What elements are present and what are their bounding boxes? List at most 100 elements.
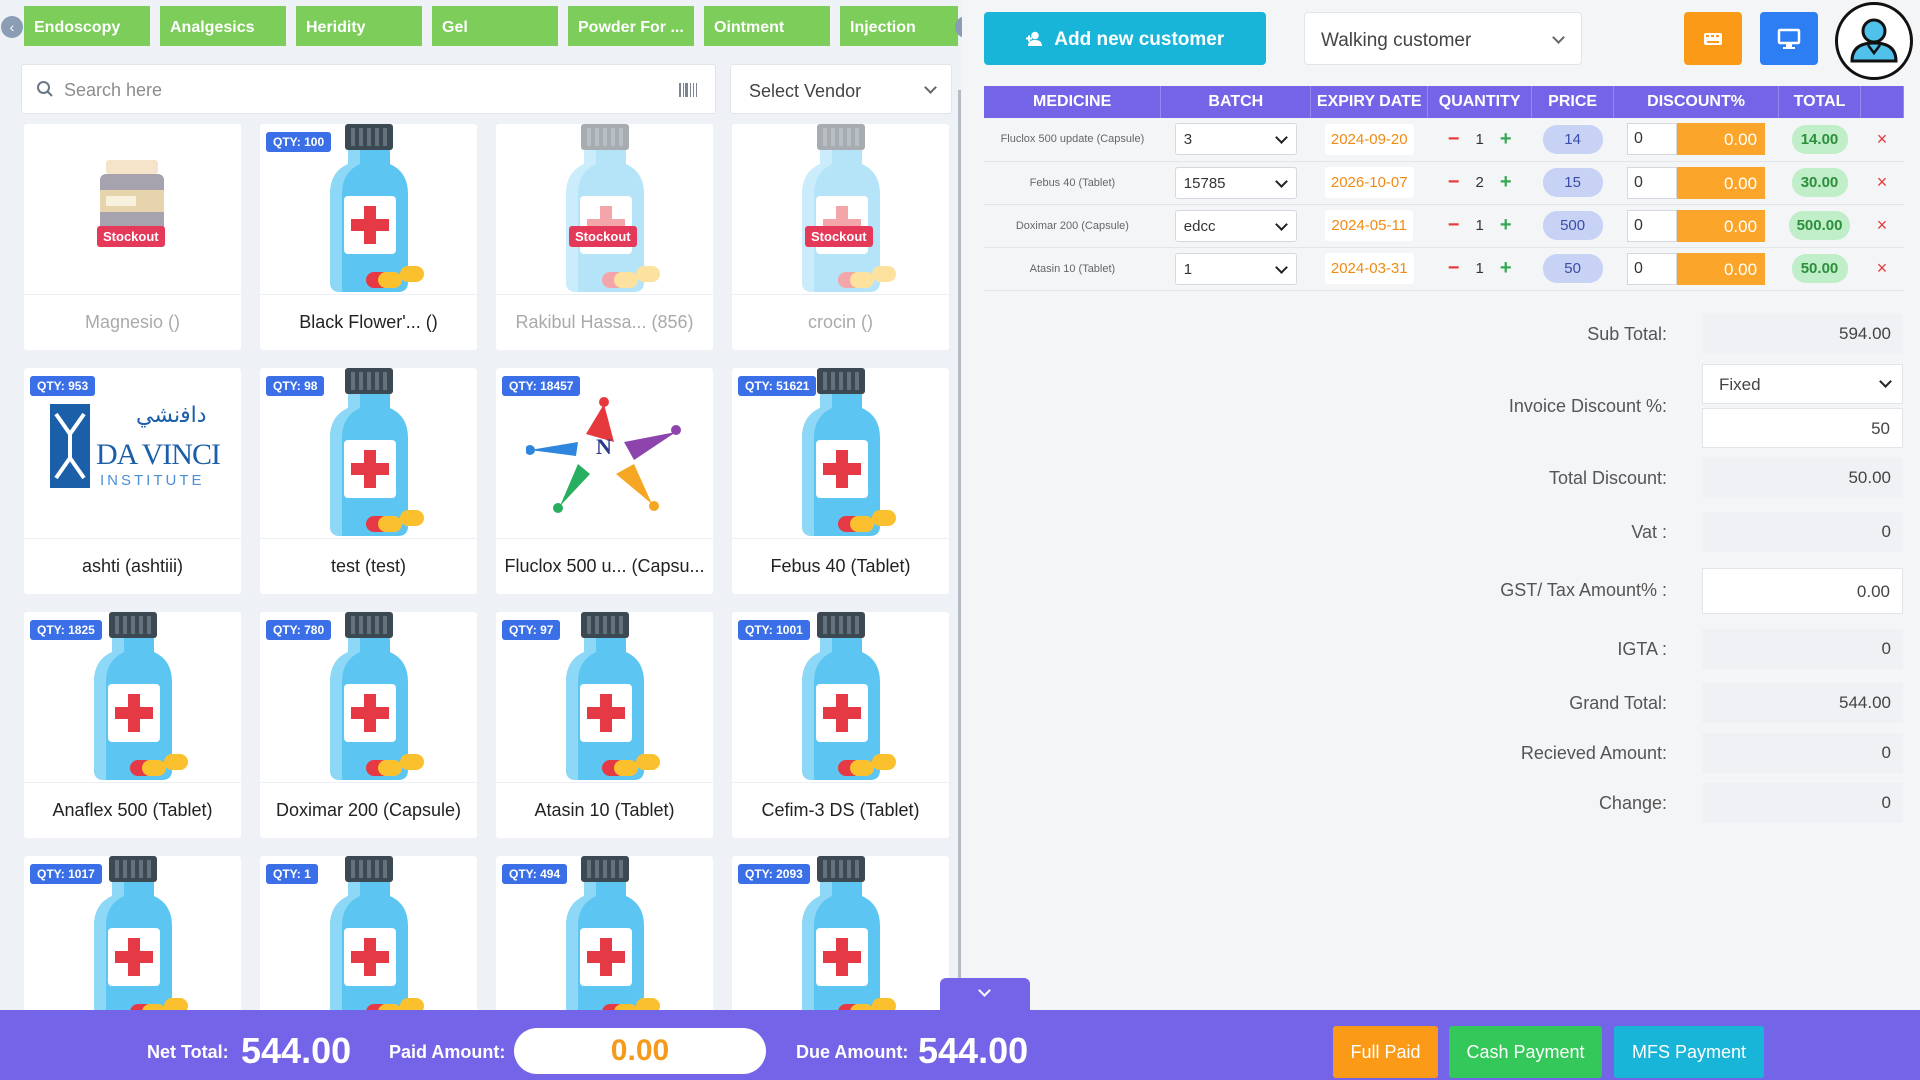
category-tab-gel[interactable]: Gel [432, 6, 558, 46]
qty-increase-button[interactable]: + [1499, 171, 1512, 193]
search-input[interactable] [64, 73, 644, 107]
product-card[interactable]: QTY: 51621 Febus 40 (Tablet) [732, 368, 949, 594]
product-card[interactable]: Stockout Rakibul Hassa... (856) [496, 124, 713, 350]
davinci-sub-text: INSTITUTE [100, 472, 205, 489]
product-card[interactable]: QTY: 780 Doximar 200 (Capsule) [260, 612, 477, 838]
category-prev-arrow[interactable]: ‹ [1, 16, 23, 38]
cart-price-cell: 15 [1531, 161, 1614, 205]
product-card[interactable]: QTY: 98 test (test) [260, 368, 477, 594]
qty-decrease-button[interactable]: − [1447, 171, 1460, 193]
gst-label: GST/ Tax Amount% : [1500, 580, 1667, 600]
cart-remove-cell: × [1860, 247, 1904, 291]
gst-input[interactable]: 0.00 [1702, 568, 1903, 614]
category-tab-injection[interactable]: Injection [840, 6, 958, 46]
qty-decrease-button[interactable]: − [1447, 257, 1460, 279]
davinci-logo: داﻓنشي DA VINCI INSTITUTE [50, 402, 221, 502]
vendor-select[interactable]: Select Vendor [730, 64, 952, 114]
product-card[interactable]: QTY: 1001 Cefim-3 DS (Tablet) [732, 612, 949, 838]
mfs-payment-button[interactable]: MFS Payment [1614, 1026, 1764, 1078]
customer-select[interactable]: Walking customer [1304, 12, 1582, 65]
qty-value[interactable]: 2 [1475, 174, 1484, 191]
cart-discount-cell: 0 0.00 [1613, 247, 1779, 291]
discount-input[interactable]: 0 [1627, 209, 1678, 242]
add-new-customer-button[interactable]: Add new customer [984, 12, 1266, 65]
cart-expiry-cell: 2024-05-11 [1310, 204, 1428, 248]
cart-discount-cell: 0 0.00 [1613, 118, 1779, 162]
category-tab-heridity[interactable]: Heridity [296, 6, 422, 46]
chevron-down-icon [1879, 375, 1892, 388]
cash-payment-button[interactable]: Cash Payment [1449, 1026, 1602, 1078]
cart-remove-cell: × [1860, 118, 1904, 162]
price-value: 14 [1542, 124, 1603, 154]
product-card[interactable]: QTY: 1825 Anaflex 500 (Tablet) [24, 612, 241, 838]
product-card[interactable]: Stockout Magnesio () [24, 124, 241, 350]
batch-select[interactable]: 1 [1174, 252, 1297, 285]
due-amount-label: Due Amount: [796, 1042, 909, 1062]
remove-item-icon[interactable]: × [1876, 128, 1888, 149]
product-card[interactable]: QTY: 100 Black Flower'... () [260, 124, 477, 350]
qty-increase-button[interactable]: + [1499, 214, 1512, 236]
discount-amount: 0.00 [1677, 252, 1766, 285]
qty-value[interactable]: 1 [1475, 217, 1484, 234]
product-card[interactable]: QTY: 97 Atasin 10 (Tablet) [496, 612, 713, 838]
qty-increase-button[interactable]: + [1499, 257, 1512, 279]
monitor-button[interactable] [1760, 12, 1818, 65]
product-card[interactable]: Stockout crocin () [732, 124, 949, 350]
category-tab-analgesics[interactable]: Analgesics [160, 6, 286, 46]
medicine-bottle-icon [566, 612, 660, 780]
cart-expiry-cell: 2024-03-31 [1310, 247, 1428, 291]
col-discount: DISCOUNT% [1613, 86, 1780, 118]
category-tab-powder[interactable]: Powder For ... [568, 6, 694, 46]
qty-badge: QTY: 18457 [502, 376, 581, 396]
keyboard-button[interactable] [1684, 12, 1742, 65]
col-quantity: QUANTITY [1427, 86, 1533, 118]
product-name: Febus 40 (Tablet) [732, 538, 949, 594]
category-tab-ointment[interactable]: Ointment [704, 6, 830, 46]
chevron-down-icon [1274, 174, 1288, 188]
batch-select[interactable]: 3 [1174, 123, 1297, 156]
batch-select-value: 15785 [1183, 174, 1226, 192]
discount-type-select[interactable]: Fixed [1702, 364, 1903, 404]
qty-decrease-button[interactable]: − [1447, 214, 1460, 236]
discount-input[interactable]: 0 [1627, 123, 1678, 156]
expiry-date: 2024-05-11 [1325, 210, 1414, 241]
product-image [260, 368, 477, 538]
product-image: N [496, 368, 713, 538]
remove-item-icon[interactable]: × [1876, 172, 1888, 192]
discount-input[interactable]: 0 [1627, 166, 1678, 199]
qty-value[interactable]: 1 [1475, 130, 1484, 148]
product-card[interactable]: داﻓنشي DA VINCI INSTITUTE QTY: 953 ashti… [24, 368, 241, 594]
batch-select[interactable]: 15785 [1174, 166, 1297, 199]
qty-badge: QTY: 98 [266, 376, 325, 396]
product-card[interactable]: N QTY: 18457 Fluclox 500 u... (Capsu... [496, 368, 713, 594]
payment-footer: Net Total: 544.00 Paid Amount: 0.00 Due … [0, 1010, 1920, 1080]
remove-item-icon[interactable]: × [1876, 215, 1888, 235]
vat-label: Vat : [1631, 522, 1667, 542]
category-tab-endoscopy[interactable]: Endoscopy [24, 6, 150, 46]
qty-increase-button[interactable]: + [1499, 127, 1512, 150]
medicine-bottle-icon [566, 124, 660, 292]
cart-medicine-name: Fluclox 500 update (Capsule) [984, 118, 1161, 162]
expiry-date: 2024-03-31 [1324, 253, 1414, 284]
sub-total-label: Sub Total: [1587, 324, 1667, 344]
product-image [24, 612, 241, 782]
qty-value[interactable]: 1 [1475, 260, 1484, 277]
collapse-toggle[interactable] [940, 978, 1030, 1012]
remove-item-icon[interactable]: × [1876, 258, 1888, 278]
row-total: 500.00 [1788, 211, 1851, 240]
cart-row: Febus 40 (Tablet) 15785 2026-10-07 − 2 +… [984, 161, 1904, 205]
medicine-bottle-icon [330, 124, 424, 292]
full-paid-button[interactable]: Full Paid [1333, 1026, 1438, 1078]
barcode-icon[interactable] [679, 83, 697, 97]
discount-input[interactable]: 0 [1627, 252, 1678, 285]
user-avatar[interactable] [1835, 2, 1913, 80]
expiry-date: 2026-10-07 [1324, 167, 1414, 198]
batch-select[interactable]: edcc [1174, 209, 1297, 242]
product-image [732, 124, 949, 294]
pane-scrollbar[interactable] [958, 90, 961, 1010]
medicine-bottle-icon [330, 612, 424, 780]
qty-decrease-button[interactable]: − [1447, 127, 1460, 150]
invoice-discount-input[interactable]: 50 [1702, 408, 1903, 448]
paid-amount-input[interactable]: 0.00 [514, 1028, 766, 1074]
batch-select-value: edcc [1183, 217, 1216, 235]
